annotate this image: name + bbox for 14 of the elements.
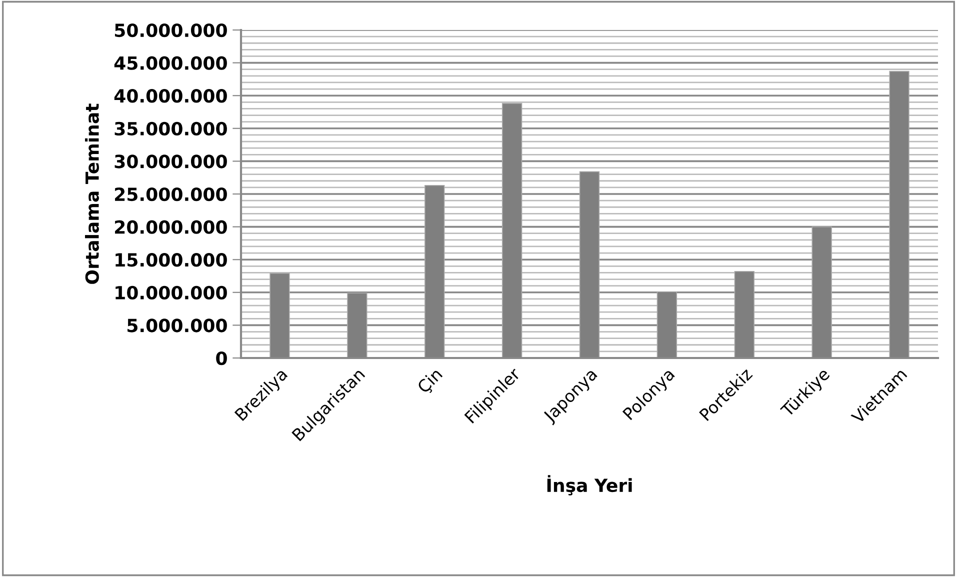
y-tick-label: 15.000.000 xyxy=(116,253,227,267)
y-tick-label: 5.000.000 xyxy=(128,318,227,332)
x-axis-title: İnşa Yeri xyxy=(547,475,632,496)
y-tick-label: 10.000.000 xyxy=(116,286,227,300)
y-tick-label: 0 xyxy=(216,351,227,366)
y-tick-label: 25.000.000 xyxy=(115,187,227,202)
y-tick-label: 40.000.000 xyxy=(114,89,227,103)
y-axis-title: Ortalama Teminat xyxy=(85,104,99,284)
y-tick-label: 20.000.000 xyxy=(115,220,227,234)
x-tick-label: Çin xyxy=(416,367,445,396)
y-tick-label: 50.000.000 xyxy=(114,23,227,38)
y-tick-label: 45.000.000 xyxy=(114,56,227,70)
y-tick-label: 30.000.000 xyxy=(114,154,227,168)
y-tick-label: 35.000.000 xyxy=(114,122,227,136)
